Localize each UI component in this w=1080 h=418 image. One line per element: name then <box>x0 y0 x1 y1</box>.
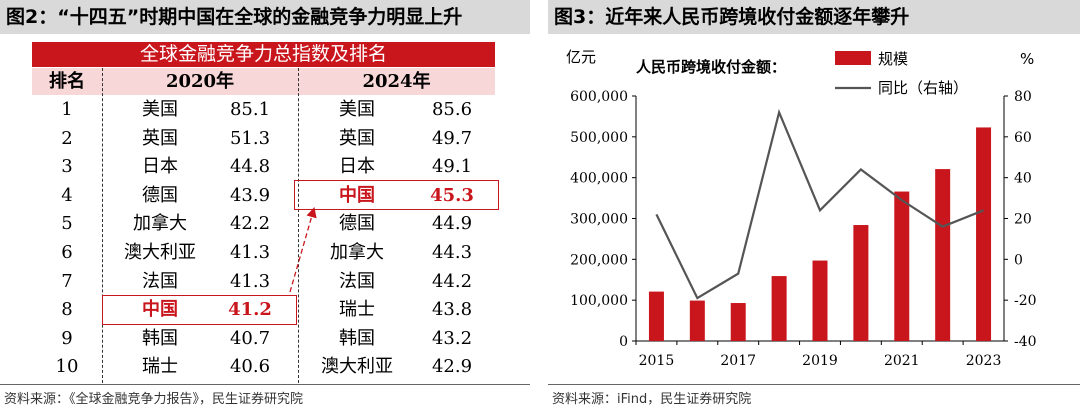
x-tick-label: 2023 <box>966 353 1002 369</box>
rank-rise-arrow <box>0 0 530 418</box>
right-unit-label: % <box>1020 50 1034 68</box>
figure-title: 图3：近年来人民币跨境收付金额逐年攀升 <box>548 0 1080 34</box>
bar <box>853 225 868 341</box>
right-tick-label: -20 <box>1014 293 1037 309</box>
bar <box>976 127 991 341</box>
x-tick-label: 2015 <box>639 353 675 369</box>
source-note: 资料来源：iFind，民生证券研究院 <box>552 388 751 407</box>
right-tick-label: -40 <box>1014 334 1037 350</box>
left-tick-label: 300,000 <box>570 212 628 228</box>
right-tick-label: 40 <box>1014 171 1032 187</box>
x-tick-label: 2021 <box>884 353 920 369</box>
right-figure: 图3：近年来人民币跨境收付金额逐年攀升 0 100,000 200,000 300,0… <box>548 0 1080 418</box>
left-tick-label: 600,000 <box>570 89 628 105</box>
chart-title: 人民币跨境收付金额： <box>636 58 786 76</box>
bar <box>772 276 787 341</box>
bar <box>690 301 705 341</box>
left-tick-label: 400,000 <box>570 171 628 187</box>
left-tick-label: 100,000 <box>570 293 628 309</box>
bar <box>649 292 664 341</box>
legend-bar-label: 规模 <box>878 50 908 68</box>
rmb-cross-border-chart: 0 100,000 200,000 300,000 400,000 500,000 600,… <box>548 34 1080 384</box>
legend-bar-swatch <box>835 51 871 65</box>
bar <box>894 192 909 341</box>
bottom-rule <box>548 384 1080 385</box>
x-tick-label: 2017 <box>720 353 756 369</box>
legend-line-label: 同比（右轴） <box>878 79 968 97</box>
left-tick-label: 200,000 <box>570 252 628 268</box>
right-tick-label: 0 <box>1014 252 1023 268</box>
left-tick-label: 0 <box>619 334 628 350</box>
x-tick-label: 2019 <box>802 353 838 369</box>
bar <box>935 169 950 341</box>
left-tick-label: 500,000 <box>570 130 628 146</box>
bottom-rule <box>0 384 530 385</box>
source-note: 资料来源：《全球金融竞争力报告》，民生证券研究院 <box>4 388 303 407</box>
bar <box>813 261 828 341</box>
right-tick-label: 80 <box>1014 89 1032 105</box>
bar <box>731 303 746 341</box>
right-tick-label: 20 <box>1014 212 1032 228</box>
right-tick-label: 60 <box>1014 130 1032 146</box>
left-unit-label: 亿元 <box>566 48 596 66</box>
left-figure: 图2：“十四五”时期中国在全球的金融竞争力明显上升 全球金融竞争力总指数及排名 … <box>0 0 530 418</box>
